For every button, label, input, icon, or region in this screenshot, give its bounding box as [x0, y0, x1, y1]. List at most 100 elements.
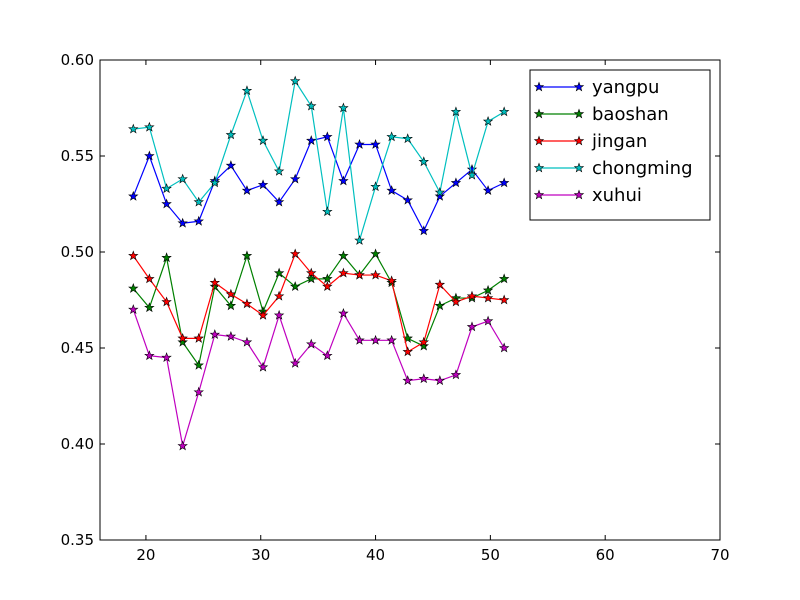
y-tick-label: 0.45 [61, 339, 94, 357]
data-point-jingan [402, 346, 413, 357]
x-tick-label: 40 [366, 546, 385, 564]
data-point-xuhui [225, 331, 237, 341]
data-point-jingan [241, 298, 253, 309]
data-point-xuhui [128, 304, 139, 315]
x-tick-label: 20 [136, 546, 155, 564]
data-point-xuhui [193, 386, 204, 397]
data-point-jingan [322, 281, 333, 291]
legend-marker [573, 135, 585, 146]
data-point-xuhui [354, 334, 365, 345]
x-tick-label: 70 [710, 546, 729, 564]
data-point-chongming [241, 85, 253, 96]
data-point-chongming [144, 121, 155, 132]
data-point-baoshan [177, 336, 188, 347]
data-point-yangpu [322, 131, 333, 142]
x-tick-label: 50 [481, 546, 500, 564]
y-tick-label: 0.60 [61, 51, 94, 69]
data-point-jingan [498, 294, 510, 305]
data-point-chongming [322, 206, 333, 217]
data-point-baoshan [241, 250, 253, 261]
series-line-baoshan [132, 252, 505, 367]
data-point-jingan [434, 279, 446, 290]
data-point-jingan [354, 269, 365, 280]
series-xuhui [128, 304, 510, 451]
data-point-xuhui [386, 334, 397, 345]
data-point-yangpu [257, 179, 269, 190]
data-point-baoshan [322, 273, 333, 284]
data-point-yangpu [289, 173, 301, 184]
data-point-chongming [450, 106, 462, 117]
data-point-yangpu [273, 196, 285, 207]
data-point-chongming [370, 181, 381, 192]
x-tick-label: 30 [251, 546, 270, 564]
data-point-xuhui [370, 334, 381, 345]
data-point-baoshan [370, 248, 381, 259]
data-point-baoshan [128, 283, 139, 293]
legend-label: yangpu [592, 77, 659, 98]
data-point-chongming [273, 165, 285, 176]
data-point-xuhui [498, 342, 510, 353]
legend-label: xuhui [592, 185, 642, 206]
data-point-xuhui [161, 352, 172, 363]
data-point-yangpu [418, 225, 429, 236]
legend-marker [533, 108, 545, 119]
data-point-chongming [418, 156, 429, 167]
data-point-jingan [338, 267, 349, 278]
legend-item-jingan: jingan [533, 131, 647, 152]
legend-item-chongming: chongming [533, 158, 693, 179]
data-point-xuhui [306, 338, 317, 349]
legend-marker [533, 162, 545, 173]
data-point-jingan [386, 275, 397, 286]
series-line-chongming [133, 79, 505, 241]
data-point-xuhui [338, 307, 349, 318]
plot-area [128, 75, 510, 451]
data-point-xuhui [209, 329, 221, 339]
data-point-yangpu [370, 139, 381, 149]
data-point-yangpu [193, 215, 204, 226]
data-point-jingan [144, 273, 155, 284]
data-point-xuhui [273, 309, 285, 320]
data-point-chongming [289, 75, 301, 86]
data-point-yangpu [338, 175, 349, 186]
series-baoshan [128, 248, 510, 370]
data-point-baoshan [498, 273, 510, 284]
data-point-chongming [306, 100, 317, 111]
data-point-yangpu [241, 185, 253, 195]
x-tick-label: 60 [596, 546, 615, 564]
legend-label: jingan [591, 131, 647, 152]
data-point-baoshan [289, 281, 301, 291]
data-point-jingan [482, 292, 494, 303]
y-tick-label: 0.50 [61, 243, 94, 261]
data-point-xuhui [241, 336, 253, 347]
data-point-chongming [386, 131, 397, 142]
data-point-chongming [161, 183, 172, 194]
data-point-chongming [209, 177, 221, 188]
series-chongming [128, 75, 510, 245]
data-point-jingan [418, 336, 429, 347]
data-point-jingan [466, 290, 478, 301]
data-point-chongming [434, 187, 446, 197]
data-point-yangpu [177, 217, 188, 228]
data-point-baoshan [193, 359, 204, 370]
plot-frame [99, 59, 721, 541]
data-point-yangpu [498, 177, 510, 188]
data-point-chongming [402, 133, 413, 144]
data-point-yangpu [450, 177, 462, 188]
data-point-baoshan [225, 300, 237, 311]
data-point-chongming [177, 173, 188, 184]
data-point-yangpu [434, 190, 446, 201]
series-line-jingan [132, 252, 505, 353]
legend-marker [533, 189, 545, 200]
data-point-baoshan [482, 284, 494, 295]
data-point-jingan [370, 269, 381, 280]
data-point-chongming [466, 169, 478, 180]
data-point-jingan [257, 309, 269, 320]
data-point-jingan [177, 332, 188, 343]
legend-label: baoshan [592, 104, 669, 125]
data-point-chongming [498, 106, 510, 117]
series-jingan [128, 248, 510, 357]
legend-marker [533, 135, 545, 146]
data-point-chongming [338, 102, 349, 113]
legend: yangpu baoshan jingan chongming xuhui [529, 69, 711, 221]
